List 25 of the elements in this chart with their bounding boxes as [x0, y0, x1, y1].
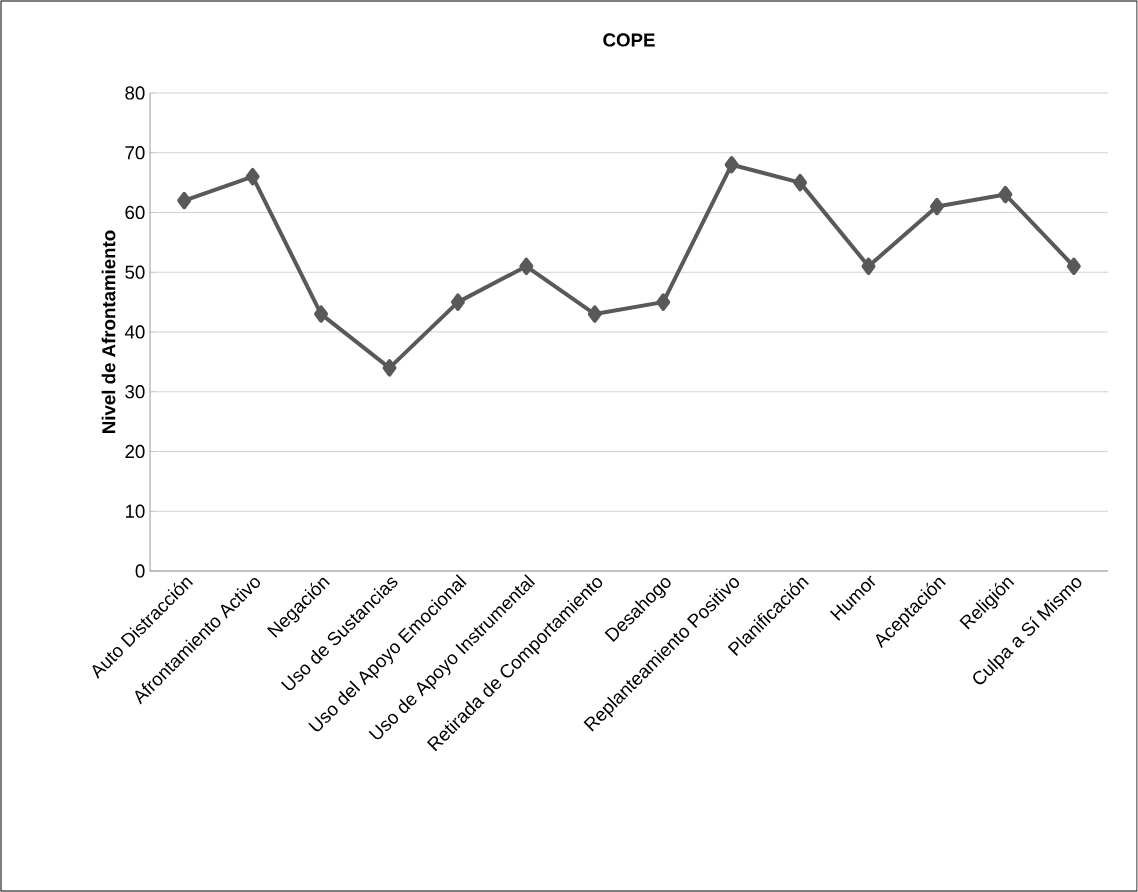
y-tick-label: 50 [125, 265, 145, 279]
y-tick-label: 30 [125, 385, 145, 399]
point [998, 185, 1013, 204]
point [724, 156, 739, 174]
y-axis-title: Nivel de Afrontamiento [101, 230, 116, 433]
y-tick-label: 20 [125, 444, 145, 459]
y-tick-label: 0 [135, 564, 145, 578]
y-tick-label: 40 [124, 325, 145, 339]
point [929, 197, 944, 216]
point [793, 173, 808, 192]
point [245, 167, 260, 186]
point [450, 293, 465, 311]
point [861, 257, 876, 275]
point [314, 305, 329, 323]
y-tick-label: 10 [125, 504, 145, 518]
point [382, 359, 397, 377]
point [587, 305, 602, 323]
point [519, 257, 534, 275]
y-tick-label: 70 [125, 146, 145, 160]
point [177, 191, 192, 210]
chart-title: COPE [603, 33, 655, 47]
y-tick-label: 60 [125, 205, 145, 220]
point [1066, 257, 1081, 275]
y-tick-label: 80 [125, 86, 145, 100]
point [656, 293, 671, 311]
